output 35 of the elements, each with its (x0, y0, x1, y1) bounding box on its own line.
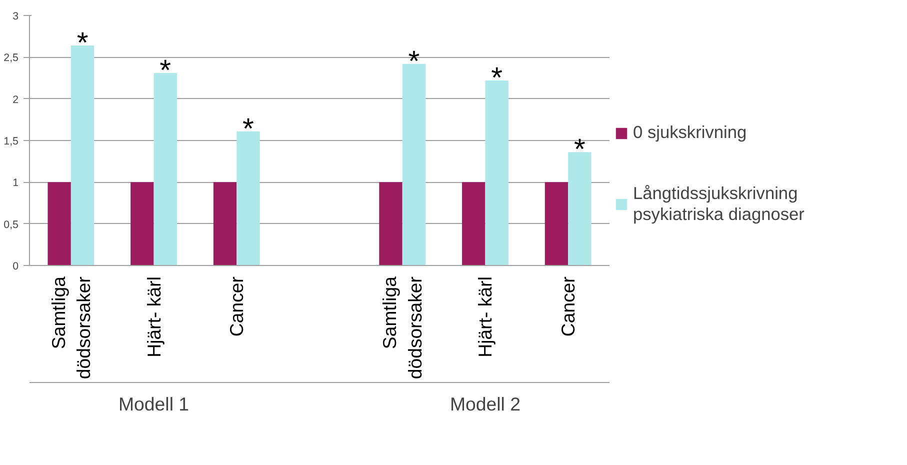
bar (130, 182, 154, 266)
bar (402, 64, 426, 266)
y-tick-label: 1 (12, 177, 19, 190)
bar (70, 46, 94, 266)
text: Modell 2 (450, 394, 520, 414)
bar (236, 131, 260, 266)
y-tick-label: 1,5 (4, 136, 19, 148)
data-label: * (76, 26, 88, 60)
y-tick-label: 3 (12, 10, 19, 22)
data-label: * (491, 62, 503, 94)
legend-label: 0 sjukskrivning (633, 122, 747, 143)
bar (485, 80, 508, 266)
data-label: * (242, 112, 254, 146)
text: Modell 1 (118, 394, 190, 414)
x-tick-label: Samtliga dödsorsaker (379, 276, 426, 380)
bar (544, 182, 568, 266)
y-tick-label: 0,5 (4, 218, 19, 231)
data-label: * (408, 44, 420, 78)
bar (568, 152, 592, 266)
y-tick-label: 2,5 (4, 52, 19, 64)
bar (462, 182, 486, 266)
data-label: * (160, 54, 172, 87)
data-label: * (574, 133, 586, 166)
x-tick-label: Cancer (558, 276, 579, 337)
y-tick-label: 2 (12, 94, 19, 106)
x-tick-label: Hjärt- kärl (143, 276, 164, 358)
bar (154, 73, 177, 266)
x-tick-label: Hjärt- kärl (474, 276, 496, 358)
y-tick-label: 0 (12, 260, 19, 272)
bar (213, 182, 237, 266)
bar (379, 182, 402, 266)
legend-label: Långtidssjukskrivning psykiatriska diagnoser (633, 183, 804, 225)
x-tick-label: Samtliga dödsorsaker (48, 276, 94, 380)
x-tick-label: Cancer (226, 276, 248, 337)
bar (48, 182, 71, 266)
